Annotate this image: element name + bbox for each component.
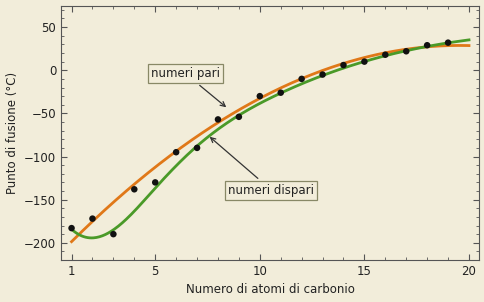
- Text: numeri dispari: numeri dispari: [210, 138, 314, 197]
- Point: [339, 63, 347, 67]
- Point: [109, 232, 117, 236]
- Point: [402, 49, 409, 54]
- Point: [235, 114, 242, 119]
- X-axis label: Numero di atomi di carbonio: Numero di atomi di carbonio: [185, 284, 354, 297]
- Y-axis label: Punto di fusione (°C): Punto di fusione (°C): [5, 72, 18, 194]
- Point: [443, 40, 451, 45]
- Point: [256, 94, 263, 98]
- Text: numeri pari: numeri pari: [151, 67, 225, 106]
- Point: [130, 187, 138, 192]
- Point: [276, 90, 284, 95]
- Point: [193, 146, 200, 150]
- Point: [213, 117, 221, 122]
- Point: [360, 59, 367, 64]
- Point: [172, 150, 180, 155]
- Point: [380, 52, 388, 57]
- Point: [151, 180, 159, 185]
- Point: [89, 216, 96, 221]
- Point: [297, 76, 305, 81]
- Point: [68, 226, 76, 230]
- Point: [318, 72, 326, 77]
- Point: [423, 43, 430, 48]
